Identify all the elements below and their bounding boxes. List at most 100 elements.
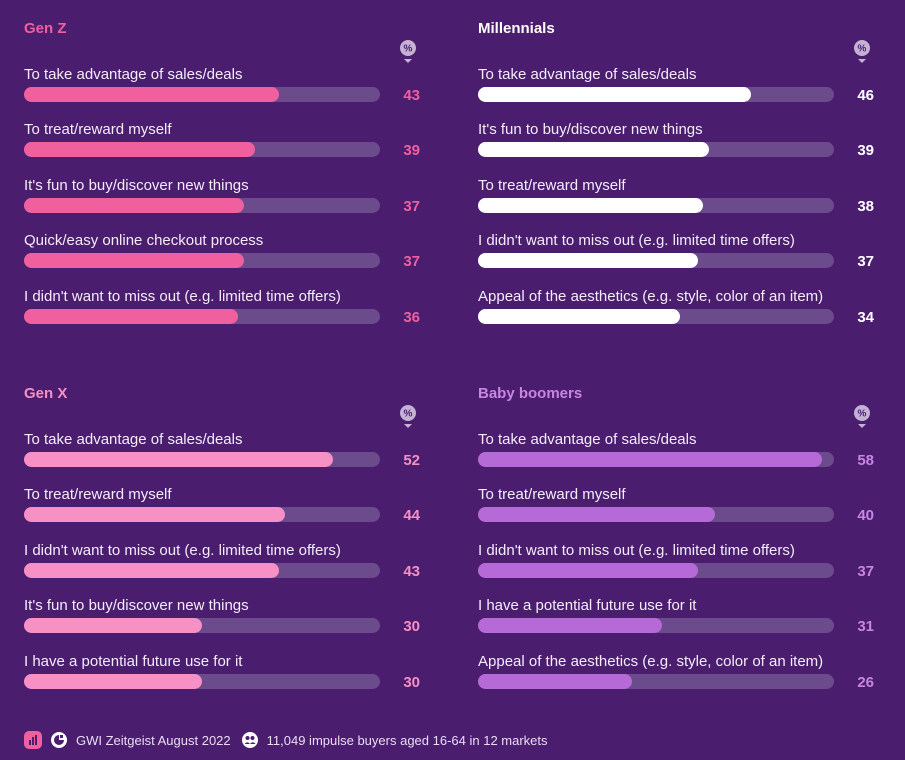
bar-row: I have a potential future use for it 31 [478, 597, 878, 647]
percent-badge-icon: % [854, 405, 870, 429]
bar-value-label: 30 [403, 618, 420, 636]
bar [24, 142, 256, 158]
bar-label: Quick/easy online checkout process [24, 232, 264, 250]
percent-badge-label: % [858, 409, 867, 420]
bar-track [24, 452, 380, 467]
footer: GWI Zeitgeist August 2022 11,049 impulse… [24, 731, 548, 749]
bar-track [24, 507, 380, 523]
bar-track [478, 673, 834, 689]
chart-title: Millennials [478, 20, 555, 37]
bar [478, 673, 633, 689]
bar-label: To treat/reward myself [478, 176, 626, 194]
bar-track [478, 562, 834, 578]
bar-label: It's fun to buy/discover new things [24, 597, 249, 615]
bar-label: I didn't want to miss out (e.g. limited … [478, 232, 795, 250]
bar-row: I have a potential future use for it 30 [24, 653, 424, 703]
chart-title: Baby boomers [478, 385, 583, 402]
bar-row: Quick/easy online checkout process 37 [24, 232, 424, 282]
bar-value-label: 43 [403, 87, 420, 104]
bar [478, 562, 698, 578]
bar [24, 673, 202, 689]
bar [24, 562, 280, 578]
bar-label: Appeal of the aesthetics (e.g. style, co… [478, 652, 824, 670]
bar-row: Appeal of the aesthetics (e.g. style, co… [478, 288, 878, 338]
chart-title: Gen Z [24, 20, 67, 37]
bar-track [478, 618, 834, 634]
bar-track [24, 562, 380, 578]
bar [24, 197, 244, 213]
bar-row: To treat/reward myself 40 [478, 486, 878, 536]
bar-track [478, 308, 834, 324]
bar-value-label: 38 [857, 197, 874, 215]
percent-badge-icon: % [854, 40, 870, 64]
bar [24, 308, 238, 324]
bar-row: To take advantage of sales/deals 58 [478, 431, 878, 481]
bar [478, 142, 710, 158]
bar-row: To take advantage of sales/deals 52 [24, 431, 424, 481]
bar-track [24, 197, 380, 213]
bar-label: I have a potential future use for it [478, 597, 697, 615]
bar-track [478, 87, 834, 102]
bar [478, 507, 716, 523]
percent-badge-label: % [858, 44, 867, 55]
percent-badge-icon: % [400, 40, 416, 64]
bar-track [478, 197, 834, 213]
bar-value-label: 46 [857, 87, 874, 104]
chart-panel: Gen Z% To take advantage of sales/deals 43… [24, 20, 424, 360]
bar-label: To take advantage of sales/deals [478, 431, 697, 448]
bar [478, 452, 823, 467]
bar [478, 87, 751, 102]
bar [24, 253, 244, 269]
bar-label: I didn't want to miss out (e.g. limited … [24, 287, 341, 305]
bar-row: To treat/reward myself 44 [24, 486, 424, 536]
bar-value-label: 40 [857, 507, 874, 525]
bar-label: I didn't want to miss out (e.g. limited … [478, 541, 795, 559]
bar-value-label: 39 [857, 142, 874, 160]
bar [24, 507, 286, 523]
people-icon [241, 731, 259, 749]
bar-row: I didn't want to miss out (e.g. limited … [24, 288, 424, 338]
bar-row: It's fun to buy/discover new things 37 [24, 177, 424, 227]
percent-badge-icon: % [400, 405, 416, 429]
source-icon [50, 731, 68, 749]
bar-value-label: 52 [403, 452, 420, 469]
bar-label: To treat/reward myself [24, 486, 172, 504]
bar-row: I didn't want to miss out (e.g. limited … [478, 542, 878, 592]
bar [24, 452, 333, 467]
bar-label: To treat/reward myself [478, 486, 626, 504]
bar-value-label: 58 [857, 452, 874, 469]
bar-track [24, 142, 380, 158]
bar [478, 197, 704, 213]
bar-row: I didn't want to miss out (e.g. limited … [24, 542, 424, 592]
bar-value-label: 37 [403, 197, 420, 215]
bar [24, 87, 280, 102]
bar-value-label: 37 [403, 253, 420, 271]
chart-panel: Millennials% To take advantage of sales/d… [478, 20, 878, 360]
bar-track [24, 618, 380, 634]
bar-track [24, 253, 380, 269]
bar-track [24, 673, 380, 689]
bar-row: To take advantage of sales/deals 43 [24, 66, 424, 116]
bar-value-label: 37 [857, 253, 874, 271]
bar-label: I have a potential future use for it [24, 652, 243, 670]
bar-value-label: 36 [403, 308, 420, 326]
bar-label: Appeal of the aesthetics (e.g. style, co… [478, 287, 824, 305]
bar-row: It's fun to buy/discover new things 39 [478, 121, 878, 171]
bar-track [24, 87, 380, 102]
bar-value-label: 34 [857, 308, 874, 326]
chart-panel: Gen X% To take advantage of sales/deals 52… [24, 385, 424, 725]
bar-track [478, 253, 834, 269]
percent-badge-label: % [404, 44, 413, 55]
footer-source: GWI Zeitgeist August 2022 [76, 732, 231, 748]
bar-label: It's fun to buy/discover new things [478, 121, 703, 139]
bar-row: Appeal of the aesthetics (e.g. style, co… [478, 653, 878, 703]
bar [478, 618, 662, 634]
chart-panel: Baby boomers% To take advantage of sales/… [478, 385, 878, 725]
bar-label: To treat/reward myself [24, 121, 172, 139]
bar-value-label: 44 [403, 507, 420, 525]
bar-row: To treat/reward myself 38 [478, 177, 878, 227]
bar-track [24, 308, 380, 324]
bar-chart-icon [24, 731, 42, 749]
bar [478, 253, 698, 269]
bar-label: To take advantage of sales/deals [24, 66, 243, 83]
